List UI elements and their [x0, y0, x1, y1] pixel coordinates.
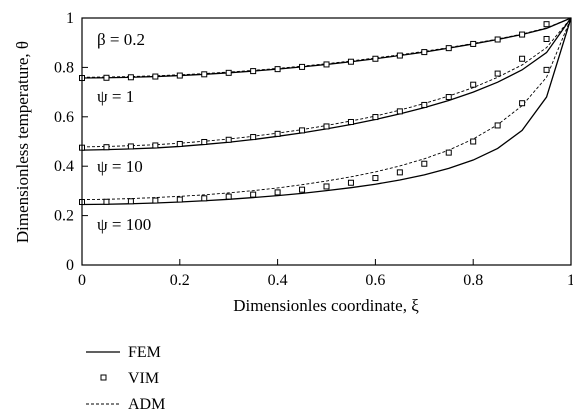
vim-marker-psi-1	[299, 63, 306, 70]
vim-marker-psi-100	[176, 196, 183, 203]
vim-marker-psi-1	[347, 58, 354, 65]
vim-marker-psi-10	[494, 70, 501, 77]
vim-marker-psi-1	[103, 74, 110, 81]
vim-marker-psi-100	[543, 66, 550, 73]
vim-marker-psi-1	[127, 74, 134, 81]
vim-marker-psi-100	[494, 122, 501, 129]
adm-line-psi-1	[81, 17, 572, 78]
y-tick-label: 0.8	[54, 59, 74, 76]
vim-marker-psi-10	[152, 142, 159, 149]
legend-fem-label: FEM	[128, 344, 161, 361]
plot-markers-group	[79, 21, 550, 206]
y-tick-label: 0	[66, 257, 74, 274]
vim-marker-psi-10	[396, 108, 403, 115]
vim-marker-psi-100	[372, 175, 379, 182]
y-axis-title: Dimensionless temperature, θ	[13, 41, 32, 243]
vim-marker-psi-1	[372, 55, 379, 62]
adm-line-psi-100	[81, 17, 572, 200]
fem-line-psi-1	[81, 17, 572, 79]
vim-marker-psi-1	[396, 52, 403, 59]
vim-marker-psi-1	[323, 61, 330, 68]
vim-marker-psi-100	[299, 186, 306, 193]
vim-marker-psi-10	[250, 134, 257, 141]
y-tick-label: 0.2	[54, 208, 74, 225]
x-tick-label: 0	[78, 272, 86, 289]
vim-marker-psi-1	[201, 71, 208, 78]
vim-marker-psi-100	[445, 149, 452, 156]
vim-marker-psi-100	[470, 138, 477, 145]
vim-marker-psi-10	[201, 138, 208, 145]
axis-ticks: 0 0.2 0.4 0.6 0.8 1 0 0.2 0.4 0.6 0.8 1	[54, 10, 573, 289]
legend-adm-label: ADM	[128, 396, 165, 413]
vim-marker-psi-100	[347, 179, 354, 186]
vim-marker-psi-100	[201, 195, 208, 202]
vim-marker-psi-1	[225, 69, 232, 76]
psi-10-annotation: ψ = 10	[97, 157, 143, 176]
vim-marker-psi-100	[152, 197, 159, 204]
vim-marker-psi-100	[127, 198, 134, 205]
vim-marker-psi-100	[396, 169, 403, 176]
beta-annotation: β = 0.2	[97, 30, 145, 49]
vim-marker-psi-1	[445, 45, 452, 52]
y-tick-label: 0.4	[54, 158, 74, 175]
y-tick-label: 0.6	[54, 109, 74, 126]
vim-marker-psi-1	[152, 73, 159, 80]
vim-marker-psi-1	[176, 72, 183, 79]
plot-frame	[81, 17, 572, 266]
vim-marker-psi-1	[274, 66, 281, 73]
psi-1-annotation: ψ = 1	[97, 87, 134, 106]
vim-marker-psi-100	[421, 160, 428, 167]
x-axis-title: Dimensionles coordinate, ξ	[233, 296, 419, 315]
vim-marker-psi-100	[225, 193, 232, 200]
legend-vim-swatch	[100, 374, 107, 381]
vim-marker-psi-1	[250, 68, 257, 75]
vim-marker-psi-10	[176, 140, 183, 147]
vim-marker-psi-10	[421, 101, 428, 108]
vim-marker-psi-10	[225, 136, 232, 143]
vim-marker-psi-10	[445, 94, 452, 101]
vim-marker-psi-1	[494, 36, 501, 43]
vim-marker-psi-10	[127, 143, 134, 150]
legend-vim-label: VIM	[128, 370, 159, 387]
x-tick-label: 0.2	[170, 272, 190, 289]
vim-marker-psi-10	[274, 130, 281, 137]
y-tick-label: 1	[66, 10, 74, 27]
vim-marker-psi-1	[470, 40, 477, 47]
psi-100-annotation: ψ = 100	[97, 215, 151, 234]
legend: FEM VIM ADM	[86, 344, 165, 413]
vim-marker-psi-1	[421, 49, 428, 56]
vim-marker-psi-10	[299, 127, 306, 134]
vim-marker-psi-100	[250, 191, 257, 198]
vim-marker-psi-10	[323, 123, 330, 130]
x-tick-label: 0.6	[365, 272, 385, 289]
x-tick-label: 1	[567, 272, 573, 289]
vim-marker-psi-10	[103, 144, 110, 151]
plot-series-group	[81, 17, 572, 206]
vim-marker-psi-10	[543, 35, 550, 42]
fem-line-psi-100	[81, 17, 572, 206]
vim-marker-psi-100	[519, 100, 526, 107]
vim-marker-psi-100	[274, 189, 281, 196]
vim-marker-psi-10	[519, 55, 526, 62]
vim-marker-psi-1	[519, 31, 526, 38]
x-tick-label: 0.8	[463, 272, 483, 289]
vim-marker-psi-10	[347, 118, 354, 125]
vim-marker-psi-10	[470, 81, 477, 88]
vim-marker-psi-1	[543, 21, 550, 28]
vim-marker-psi-10	[372, 114, 379, 121]
x-tick-label: 0.4	[268, 272, 288, 289]
vim-marker-psi-100	[103, 198, 110, 205]
vim-marker-psi-100	[323, 183, 330, 190]
